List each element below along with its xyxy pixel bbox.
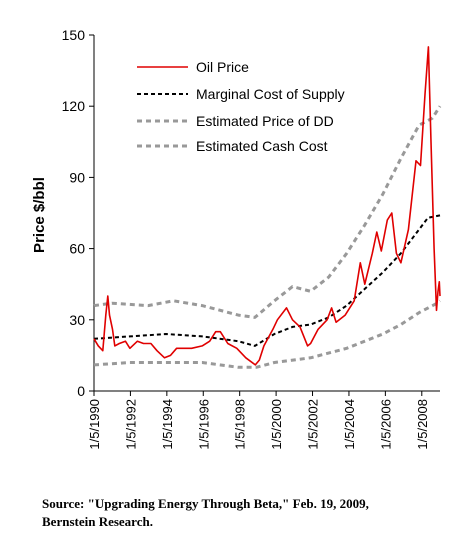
x-tick-label: 1/5/1996 <box>196 399 211 450</box>
legend-label: Marginal Cost of Supply <box>196 86 345 102</box>
series-layer <box>93 46 442 369</box>
y-tick-label: 0 <box>77 383 85 399</box>
x-tick-label: 1/5/1994 <box>160 399 175 450</box>
x-tick-label: 1/5/2000 <box>269 399 284 450</box>
y-tick-label: 150 <box>62 27 86 43</box>
source-line-2: Bernstein Research. <box>42 514 153 529</box>
x-tick-label: 1/5/1998 <box>233 399 248 450</box>
y-tick-label: 60 <box>69 241 85 257</box>
y-tick-label: 120 <box>62 98 86 114</box>
x-tick-label: 1/5/2006 <box>378 399 393 450</box>
source-line-1: Source: "Upgrading Energy Through Beta,"… <box>42 496 369 511</box>
x-tick-label: 1/5/1990 <box>87 399 102 450</box>
legend-label: Estimated Cash Cost <box>196 138 328 154</box>
legend-label: Oil Price <box>196 59 249 75</box>
series-line <box>93 46 441 366</box>
y-tick-label: 30 <box>69 312 85 328</box>
legend: Oil Price Marginal Cost of Supply Estimate… <box>137 59 345 154</box>
x-tick-label: 1/5/2002 <box>306 399 321 450</box>
axes <box>93 35 440 392</box>
chart: 0 30 60 90 120 150 1/5/1990 1/5/1992 1/5/1994 1/5… <box>31 27 442 450</box>
ticks-layer: 0 30 60 90 120 150 1/5/1990 1/5/1992 1/5/1994 1/5… <box>62 27 430 450</box>
legend-label: Estimated Price of DD <box>196 113 334 129</box>
x-tick-label: 1/5/1992 <box>123 399 138 450</box>
source-note: Source: "Upgrading Energy Through Beta,"… <box>42 495 462 531</box>
series-line <box>93 214 441 347</box>
x-tick-label: 1/5/2008 <box>415 399 430 450</box>
y-axis-label: Price $/bbl <box>31 177 48 253</box>
series-line <box>93 299 441 369</box>
y-tick-label: 90 <box>69 169 85 185</box>
series-line <box>93 105 442 319</box>
x-tick-label: 1/5/2004 <box>342 399 357 450</box>
